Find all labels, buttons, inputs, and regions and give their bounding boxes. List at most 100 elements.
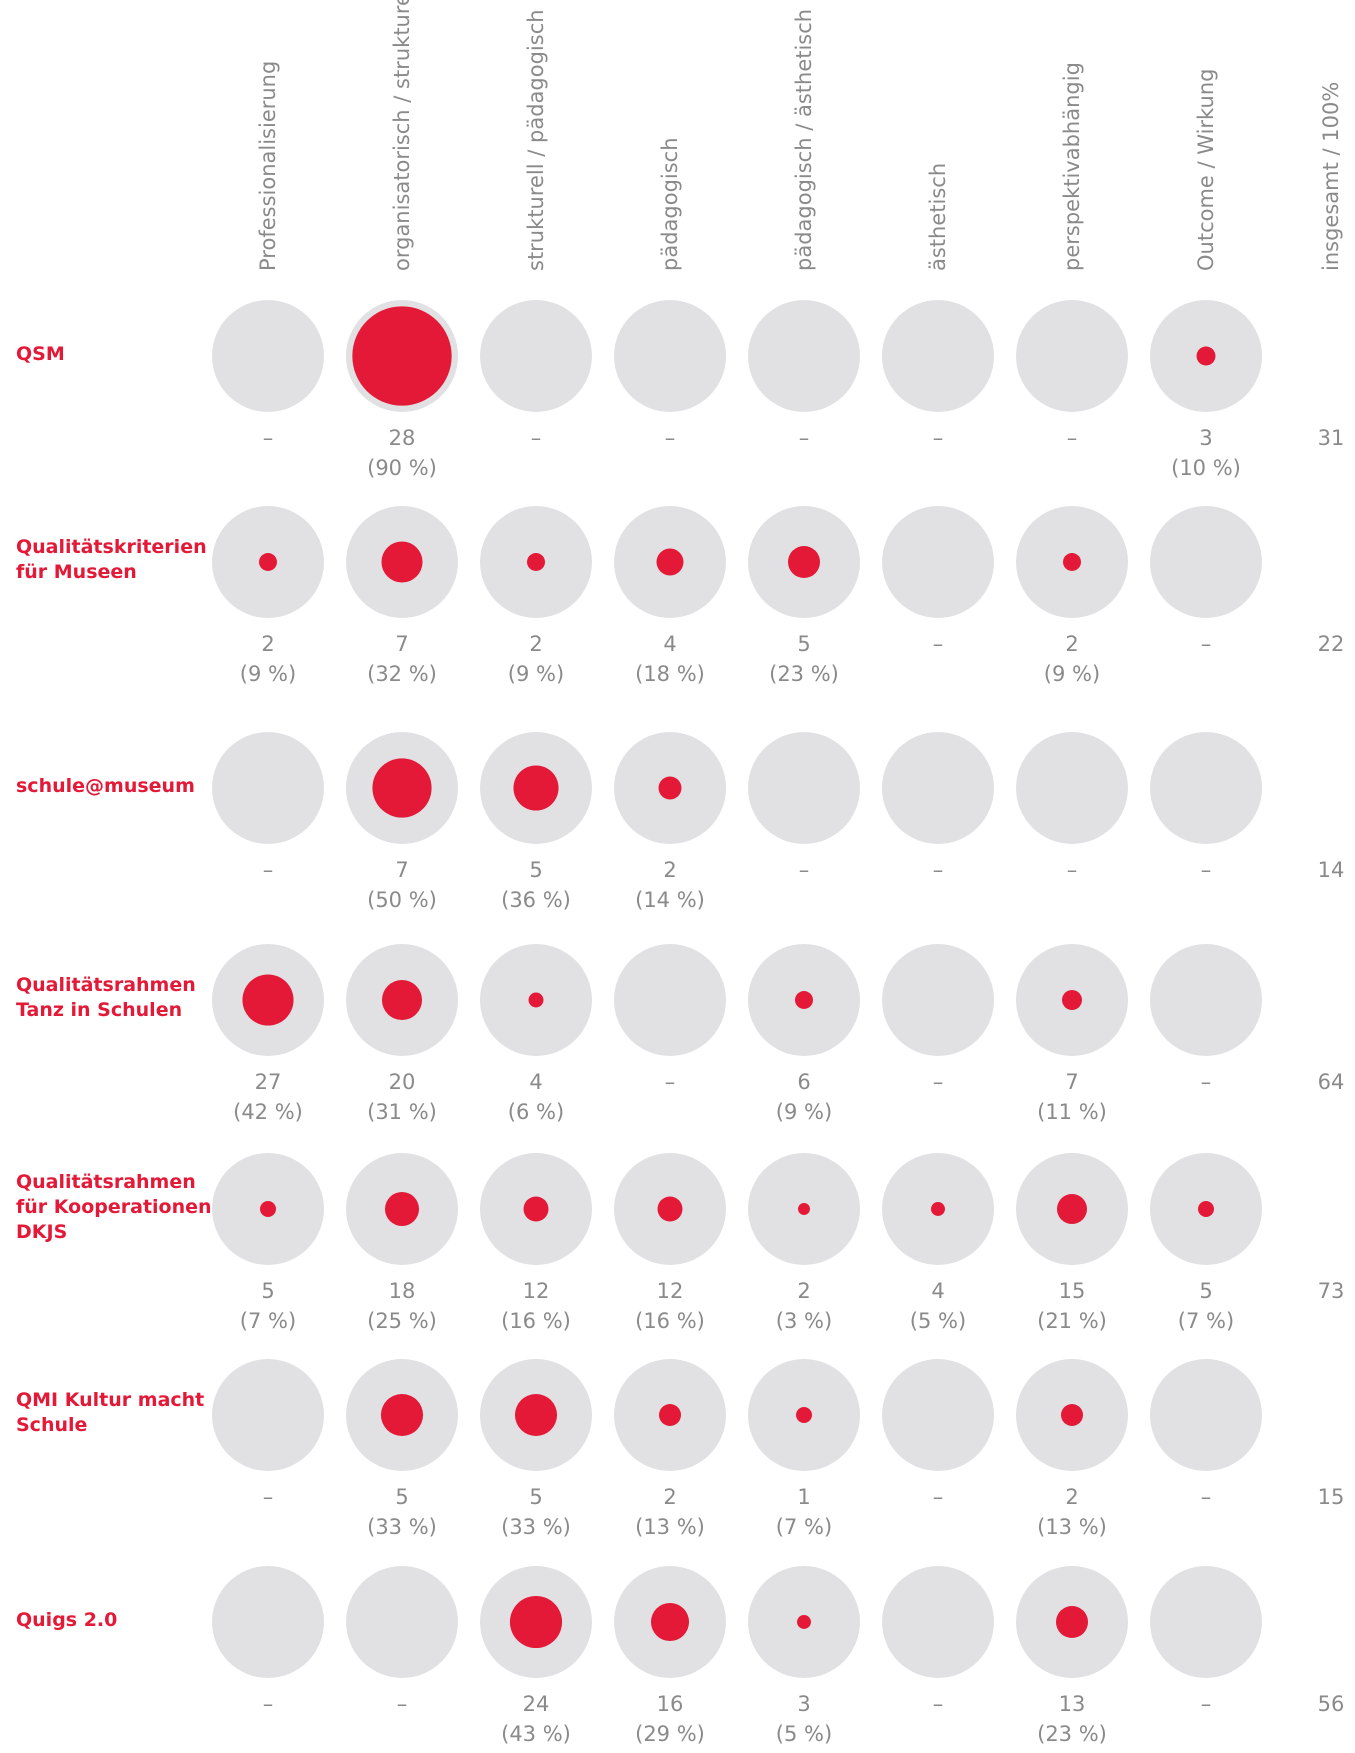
percent-label: (5 %)	[776, 1722, 832, 1746]
bubble	[260, 1201, 276, 1217]
percent-label: (14 %)	[635, 888, 705, 912]
missing-label: –	[1201, 1485, 1212, 1509]
value-label: 12	[657, 1279, 684, 1303]
bubble	[657, 1196, 683, 1222]
cell-background	[748, 732, 860, 844]
total-label: 73	[1318, 1279, 1345, 1303]
value-label: 15	[1059, 1279, 1086, 1303]
bubble	[1062, 990, 1082, 1010]
cell-background	[614, 944, 726, 1056]
value-label: 16	[657, 1692, 684, 1716]
total-label: 56	[1318, 1692, 1345, 1716]
percent-label: (6 %)	[508, 1100, 564, 1124]
value-label: 7	[1065, 1070, 1078, 1094]
bubble	[658, 776, 682, 800]
cell-background	[346, 1566, 458, 1678]
cell-background	[882, 732, 994, 844]
missing-label: –	[531, 426, 542, 450]
missing-label: –	[1201, 1070, 1212, 1094]
row-label: QMI Kultur macht Schule	[16, 1389, 205, 1436]
missing-label: –	[263, 1692, 274, 1716]
cell-background	[1150, 1566, 1262, 1678]
percent-label: (9 %)	[240, 662, 296, 686]
missing-label: –	[1067, 858, 1078, 882]
missing-label: –	[1067, 426, 1078, 450]
value-label: 7	[395, 858, 408, 882]
percent-label: (7 %)	[240, 1309, 296, 1333]
bubble	[381, 979, 423, 1021]
cell-background	[212, 1566, 324, 1678]
percent-label: (7 %)	[1178, 1309, 1234, 1333]
bubble	[380, 1393, 424, 1437]
percent-label: (3 %)	[776, 1309, 832, 1333]
percent-label: (25 %)	[367, 1309, 437, 1333]
value-label: 5	[529, 858, 542, 882]
bubble	[1196, 346, 1216, 366]
cell-background	[882, 1359, 994, 1471]
missing-label: –	[933, 858, 944, 882]
bubble	[352, 306, 452, 406]
total-label: 14	[1318, 858, 1345, 882]
value-label: 5	[261, 1279, 274, 1303]
row-label: QSM	[16, 342, 65, 365]
bubble	[1061, 1404, 1083, 1426]
missing-label: –	[263, 858, 274, 882]
cell-background	[748, 300, 860, 412]
bubble	[1056, 1193, 1088, 1225]
bubble	[1063, 553, 1081, 571]
bubble	[527, 553, 545, 571]
cell-background	[882, 506, 994, 618]
value-label: 2	[1065, 1485, 1078, 1509]
missing-label: –	[665, 426, 676, 450]
cell-background	[1150, 944, 1262, 1056]
value-label: 2	[663, 1485, 676, 1509]
percent-label: (43 %)	[501, 1722, 571, 1746]
missing-label: –	[933, 1070, 944, 1094]
value-label: 27	[255, 1070, 282, 1094]
percent-label: (21 %)	[1037, 1309, 1107, 1333]
value-label: 5	[395, 1485, 408, 1509]
cell-background	[212, 300, 324, 412]
percent-label: (10 %)	[1171, 456, 1241, 480]
percent-label: (11 %)	[1037, 1100, 1107, 1124]
value-label: 2	[797, 1279, 810, 1303]
row-label: Qualitätsrahmen Tanz in Schulen	[16, 974, 196, 1021]
value-label: 6	[797, 1070, 810, 1094]
percent-label: (33 %)	[501, 1515, 571, 1539]
missing-label: –	[263, 426, 274, 450]
column-header: strukturell / pädagogisch	[524, 9, 548, 271]
value-label: 3	[1199, 426, 1212, 450]
column-header: organisatorisch / strukturell	[390, 0, 414, 271]
bubble	[798, 1203, 810, 1215]
missing-label: –	[397, 1692, 408, 1716]
percent-label: (33 %)	[367, 1515, 437, 1539]
percent-label: (13 %)	[1037, 1515, 1107, 1539]
cell-background	[882, 1566, 994, 1678]
value-label: 3	[797, 1692, 810, 1716]
percent-label: (32 %)	[367, 662, 437, 686]
missing-label: –	[1201, 1692, 1212, 1716]
missing-label: –	[933, 632, 944, 656]
percent-label: (16 %)	[635, 1309, 705, 1333]
cell-background	[212, 732, 324, 844]
bubble	[931, 1202, 945, 1216]
value-label: 2	[1065, 632, 1078, 656]
percent-label: (7 %)	[776, 1515, 832, 1539]
column-header: pädagogisch	[658, 137, 682, 271]
bubble	[242, 974, 294, 1026]
percent-label: (42 %)	[233, 1100, 303, 1124]
bubble	[513, 765, 559, 811]
value-label: 13	[1059, 1692, 1086, 1716]
cell-background	[1016, 732, 1128, 844]
row-label: Qualitätsrahmen für Kooperationen DKJS	[16, 1170, 212, 1243]
row-label: Quigs 2.0	[16, 1608, 118, 1631]
value-label: 5	[797, 632, 810, 656]
value-label: 5	[529, 1485, 542, 1509]
column-header: perspektivabhängig	[1060, 62, 1084, 271]
bubble	[509, 1595, 563, 1649]
missing-label: –	[1201, 858, 1212, 882]
percent-label: (9 %)	[1044, 662, 1100, 686]
total-label: 22	[1318, 632, 1345, 656]
percent-label: (9 %)	[508, 662, 564, 686]
